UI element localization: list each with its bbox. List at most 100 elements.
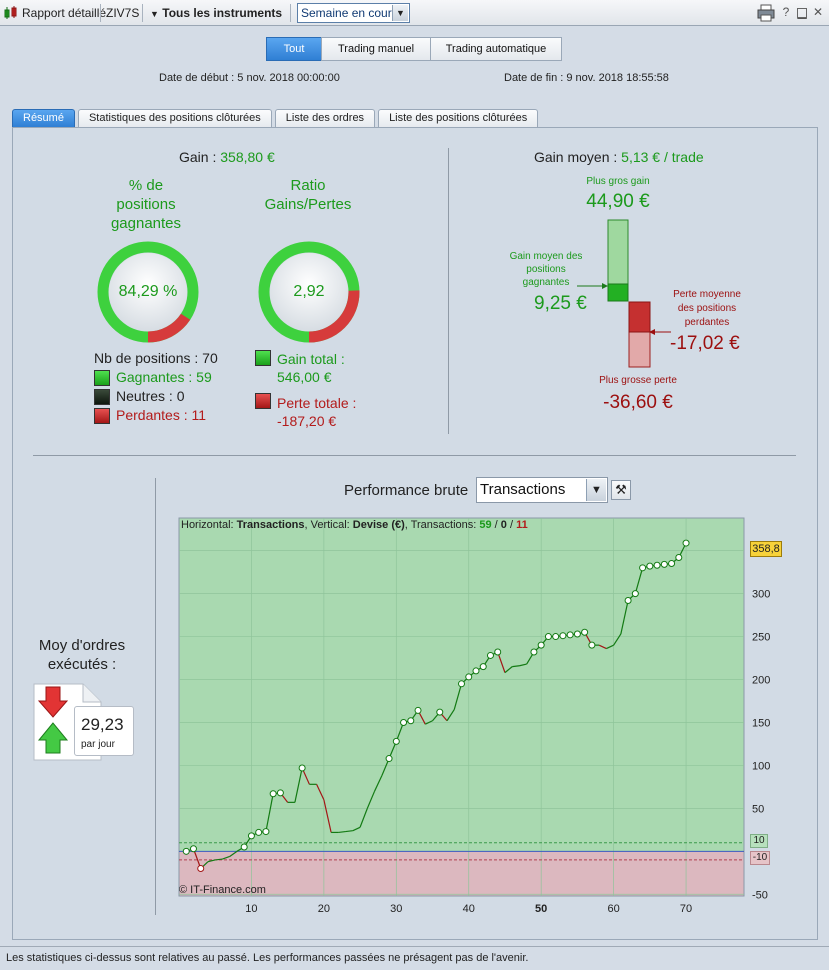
orders-card: 29,23 par jour — [74, 706, 134, 756]
gain-moyen-pos-line: positions — [526, 264, 566, 275]
top-toolbar: Rapport détaillé ZIV7S ▼ Tous les instru… — [0, 0, 829, 26]
orders-title-line: Moy d'ordres — [38, 637, 126, 654]
buy-arrow-icon — [37, 722, 69, 754]
ratio-ring-loss — [258, 241, 360, 343]
data-point — [392, 737, 400, 745]
orders-value: 29,23 — [81, 715, 124, 734]
orders-divider — [155, 478, 156, 915]
tab-liste-ordres[interactable]: Liste des ordres — [274, 109, 376, 127]
report-label: Rapport détaillé — [22, 6, 107, 20]
pct-ring-loss — [97, 241, 199, 343]
plus-grosse-perte-value: -36,60 € — [603, 392, 673, 413]
series-segment — [620, 600, 629, 635]
y-tick-label: 50 — [752, 803, 764, 815]
perte-moyenne-line: des positions — [677, 303, 737, 314]
x-tick-label: 50 — [535, 903, 547, 915]
series-segment — [294, 767, 303, 803]
data-point — [407, 717, 415, 725]
performance-title: Performance brute — [344, 482, 469, 499]
instruments-label: Tous les instruments — [162, 6, 283, 20]
data-point — [479, 663, 487, 671]
instruments-dropdown[interactable]: ▼ Tous les instruments — [150, 0, 282, 26]
series-segment — [352, 826, 361, 832]
sell-arrow-icon — [37, 686, 69, 718]
info-sep: / — [506, 519, 517, 531]
tab-statistiques[interactable]: Statistiques des positions clôturées — [77, 109, 272, 127]
nb-positions: Nb de positions : 70 — [94, 350, 218, 366]
tab-resume[interactable]: Résumé — [12, 109, 75, 127]
pct-title: % de positions gagnantes — [96, 176, 196, 233]
mode-tout-button[interactable]: Tout — [266, 37, 322, 61]
start-date: Date de début : 5 nov. 2018 00:00:00 — [159, 72, 340, 84]
arrow-left-icon — [649, 329, 671, 335]
data-point — [639, 564, 647, 572]
orders-title: Moy d'ordres exécutés : — [18, 636, 146, 674]
mode-manuel-button[interactable]: Trading manuel — [321, 37, 431, 61]
perte-moyenne-line: perdantes — [684, 317, 730, 328]
symbol-label[interactable]: ZIV7S — [106, 6, 140, 20]
period-value: Semaine en cours — [301, 6, 398, 20]
wrench-icon[interactable]: ⚒ — [611, 480, 631, 500]
series-segment — [504, 666, 513, 674]
series-segment — [265, 793, 274, 832]
gain-moyen-pos-label: Gain moyen des positions gagnantes — [500, 250, 592, 289]
gain-moyen-value: 5,13 € / trade — [621, 149, 704, 165]
gain-total-label: Gain total : — [277, 351, 345, 367]
print-icon[interactable] — [757, 4, 775, 22]
upper-band-badge: 10 — [750, 834, 768, 848]
y-tick-label: 150 — [752, 717, 770, 729]
data-point — [458, 680, 465, 688]
data-point — [588, 641, 596, 649]
tab-liste-positions[interactable]: Liste des positions clôturées — [378, 109, 539, 127]
plus-gros-gain-value: 44,90 € — [586, 191, 650, 212]
section-divider — [448, 148, 449, 434]
data-point — [624, 596, 632, 604]
close-icon[interactable]: ✕ — [812, 5, 824, 19]
data-point — [675, 554, 683, 562]
loss-legend-square — [94, 408, 110, 424]
series-segment — [519, 663, 527, 667]
performance-select[interactable]: Transactions ▼ — [476, 477, 608, 503]
info-loss: 11 — [516, 519, 528, 531]
data-point — [682, 539, 690, 547]
restore-icon[interactable] — [797, 8, 807, 18]
gain-moyen-pos-line: Gain moyen des — [509, 251, 583, 262]
data-point — [182, 847, 190, 855]
x-tick-label: 30 — [390, 903, 402, 915]
series-segment — [425, 720, 433, 725]
data-point — [247, 832, 255, 840]
x-tick-label: 20 — [318, 903, 330, 915]
gain-moyen-heading: Gain moyen : 5,13 € / trade — [534, 149, 704, 165]
y-tick-label: -50 — [752, 889, 768, 901]
series-segment — [446, 709, 455, 722]
perte-totale: Perte totale : -187,20 € — [277, 394, 356, 430]
series-segment — [338, 830, 346, 834]
data-point — [653, 561, 661, 569]
series-segment — [229, 850, 238, 857]
data-point — [276, 789, 284, 797]
tab-bar: Résumé Statistiques des positions clôtur… — [12, 109, 541, 127]
ratio-value: 2,92 — [293, 283, 325, 300]
data-point — [269, 790, 277, 798]
arrow-right-icon — [577, 283, 608, 289]
perdantes-count: Perdantes : 11 — [116, 407, 207, 423]
series-segment — [598, 644, 607, 650]
y-tick-label: 300 — [752, 589, 770, 601]
mode-automatique-button[interactable]: Trading automatique — [430, 37, 562, 61]
minimize-icon[interactable]: ▁ — [797, 5, 807, 19]
info-h-label: Horizontal: — [181, 519, 237, 531]
x-tick-label: 10 — [245, 903, 257, 915]
perte-moyenne-value: -17,02 € — [670, 333, 740, 354]
series-segment — [207, 859, 216, 863]
period-select[interactable]: Semaine en cours ▼ — [297, 3, 410, 23]
data-point — [197, 865, 205, 873]
perte-totale-label: Perte totale : — [277, 395, 357, 411]
data-point — [400, 718, 408, 726]
chevron-down-icon: ▼ — [586, 479, 606, 501]
info-win: 59 — [479, 519, 492, 531]
perte-moyenne-label: Perte moyenne des positions perdantes — [664, 288, 750, 330]
gain-total: Gain total : 546,00 € — [277, 350, 345, 386]
gagnantes-count: Gagnantes : 59 — [116, 369, 212, 385]
help-icon[interactable]: ? — [782, 5, 790, 19]
last-value-badge: 358,8 — [750, 541, 782, 557]
